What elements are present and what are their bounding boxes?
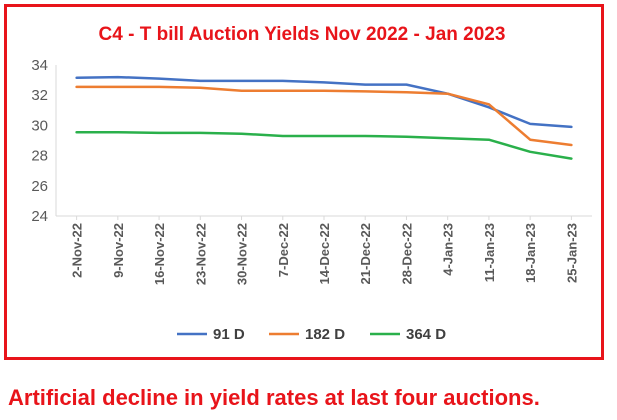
x-tick-label: 14-Dec-22 [317, 223, 332, 284]
x-tick-label: 30-Nov-22 [235, 223, 250, 285]
caption: Artificial decline in yield rates at las… [8, 385, 540, 410]
y-tick-label: 34 [31, 57, 48, 74]
series-line-182-d [75, 85, 573, 147]
y-tick-label: 30 [31, 117, 48, 134]
chart-frame: C4 - T bill Auction Yields Nov 2022 - Ja… [4, 4, 604, 360]
x-tick-label: 7-Dec-22 [276, 223, 291, 277]
x-tick-label: 18-Jan-23 [523, 223, 538, 283]
line-chart: 24 26 28 30 32 34 2-Nov-22 9-Nov-22 16-Nov-22 23… [31, 57, 592, 343]
y-tick-label: 24 [31, 208, 48, 225]
x-tick-label: 2-Nov-22 [70, 223, 85, 278]
x-tick-label: 16-Nov-22 [152, 223, 167, 285]
chart-title: C4 - T bill Auction Yields Nov 2022 - Ja… [98, 24, 506, 45]
series-line-91-d [75, 75, 573, 129]
series-line-364-d [75, 130, 573, 160]
y-tick-label: 26 [31, 178, 48, 195]
legend-label: 364 D [406, 326, 446, 343]
x-tick-label: 9-Nov-22 [111, 223, 126, 278]
x-tick-label: 11-Jan-23 [482, 223, 497, 282]
legend-label: 182 D [305, 326, 345, 343]
x-tick-label: 21-Dec-22 [358, 223, 373, 284]
y-tick-label: 32 [31, 87, 48, 104]
y-tick-label: 28 [31, 148, 48, 165]
x-tick-label: 28-Dec-22 [399, 223, 414, 284]
x-tick-label: 4-Jan-23 [441, 223, 456, 276]
x-tick-label: 23-Nov-22 [193, 223, 208, 285]
x-tick-label: 25-Jan-23 [564, 223, 579, 283]
legend-label: 91 D [213, 326, 245, 343]
